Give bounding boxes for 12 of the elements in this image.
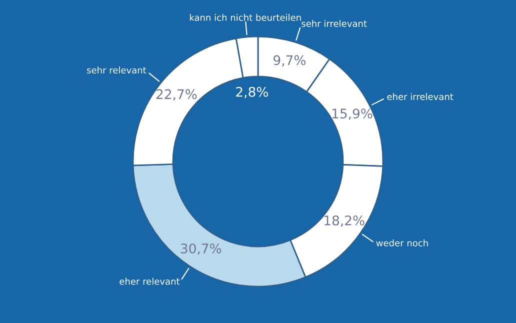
slice-label: sehr relevant bbox=[87, 66, 146, 74]
data-label: 15,9% bbox=[332, 108, 372, 120]
data-label: 9,7% bbox=[274, 55, 306, 67]
slice-label: sehr irrelevant bbox=[302, 20, 367, 27]
slice-label: eher relevant bbox=[120, 278, 180, 285]
slice-label: kann ich nicht beurteilen bbox=[190, 14, 301, 21]
slice-label: eher irrelevant bbox=[387, 93, 454, 100]
slice-label: weder noch bbox=[376, 239, 428, 246]
data-label: 22,7% bbox=[156, 89, 197, 101]
data-label: 30,7% bbox=[180, 243, 222, 255]
data-label: 2,8% bbox=[236, 86, 268, 98]
data-label: 18,2% bbox=[324, 215, 364, 227]
